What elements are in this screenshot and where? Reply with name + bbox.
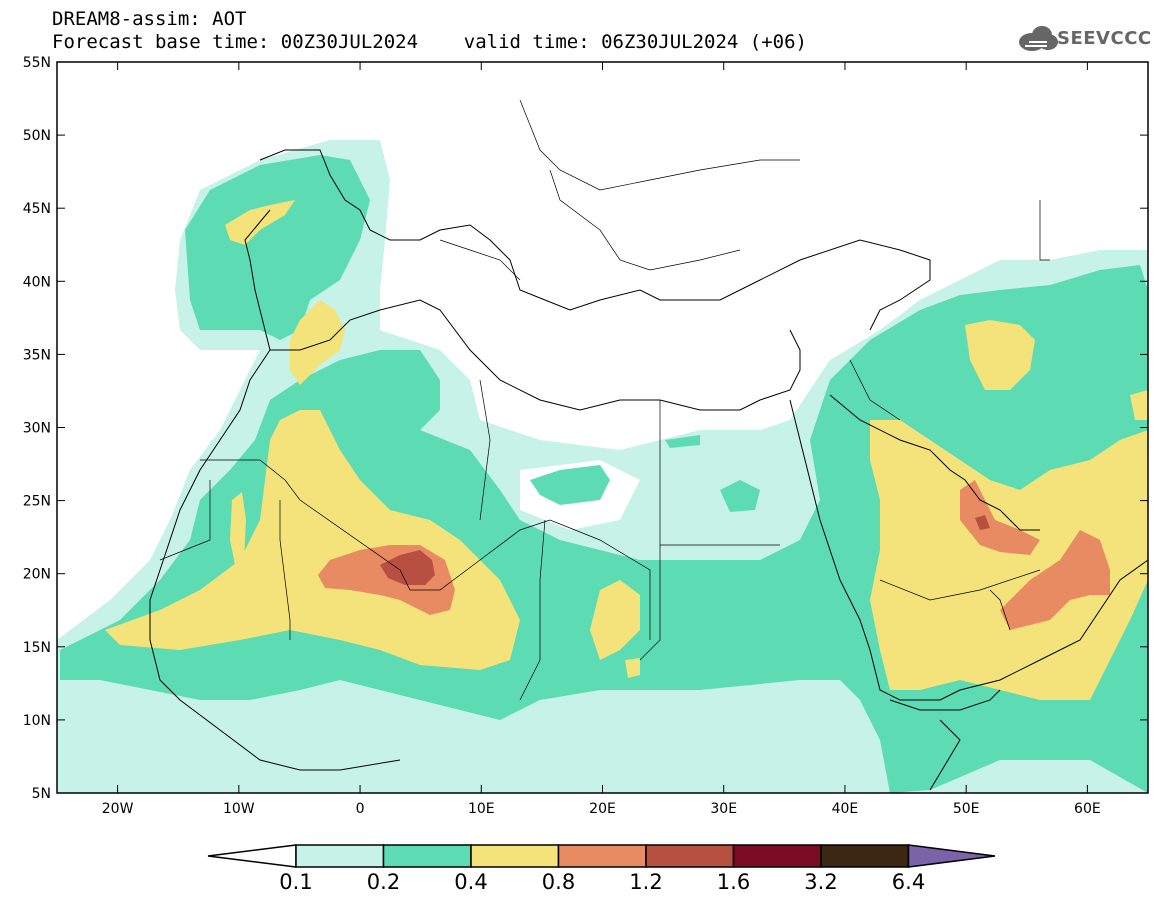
lat-label: 20N (23, 567, 51, 583)
lat-label: 25N (23, 494, 51, 510)
lat-label: 55N (23, 55, 51, 71)
lon-label: 20W (102, 801, 134, 817)
colorbar-box (732, 844, 822, 868)
lon-label: 50E (953, 801, 980, 817)
lat-label: 30N (23, 421, 51, 437)
colorbar-over-triangle (907, 844, 996, 868)
lat-label: 10N (23, 713, 51, 729)
colorbar-label: 0.1 (279, 870, 312, 894)
lat-label: 50N (23, 128, 51, 144)
colorbar-label: 0.2 (367, 870, 400, 894)
lat-label: 5N (32, 786, 51, 802)
lat-label: 40N (23, 274, 51, 290)
logo-text: SEEVCCC (1057, 28, 1152, 49)
lat-axis: 55N 50N 45N 40N 35N 30N 25N 20N 15N 10N 5N (23, 55, 1148, 802)
lon-label: 0 (356, 801, 365, 817)
colorbar-label: 6.4 (892, 870, 925, 894)
lat-label: 45N (23, 201, 51, 217)
colorbar-box (295, 844, 385, 868)
seevccc-logo (1019, 26, 1058, 51)
chart-subtitle: Forecast base time: 00Z30JUL2024 valid t… (52, 31, 807, 53)
colorbar-box (557, 844, 647, 868)
colorbar-label: 1.2 (629, 870, 662, 894)
lon-label: 30E (710, 801, 737, 817)
coastlines (149, 149, 1148, 791)
lat-label: 35N (23, 347, 51, 363)
lat-label: 15N (23, 640, 51, 656)
colorbar-label: 0.8 (542, 870, 575, 894)
lon-label: 10W (223, 801, 255, 817)
lon-label: 40E (832, 801, 859, 817)
colorbar-label: 1.6 (717, 870, 750, 894)
lon-label: 60E (1074, 801, 1101, 817)
aot-level-1.2 (380, 515, 990, 585)
colorbar-box (470, 844, 560, 868)
colorbar-box (820, 844, 910, 868)
country-borders (159, 99, 1050, 701)
colorbar-label: 0.4 (454, 870, 487, 894)
colorbar-label: 3.2 (804, 870, 837, 894)
aot-level-0.2 (60, 155, 1148, 793)
lon-axis: 20W 10W 0 10E 20E 30E 40E 50E 60E (102, 62, 1101, 817)
colorbar-box (382, 844, 472, 868)
lon-label: 20E (589, 801, 616, 817)
chart-title: DREAM8-assim: AOT (52, 8, 247, 30)
cloud-icon (1019, 26, 1058, 51)
colorbar-under-triangle (207, 844, 297, 868)
colorbar-box (645, 844, 735, 868)
lon-label: 10E (468, 801, 495, 817)
